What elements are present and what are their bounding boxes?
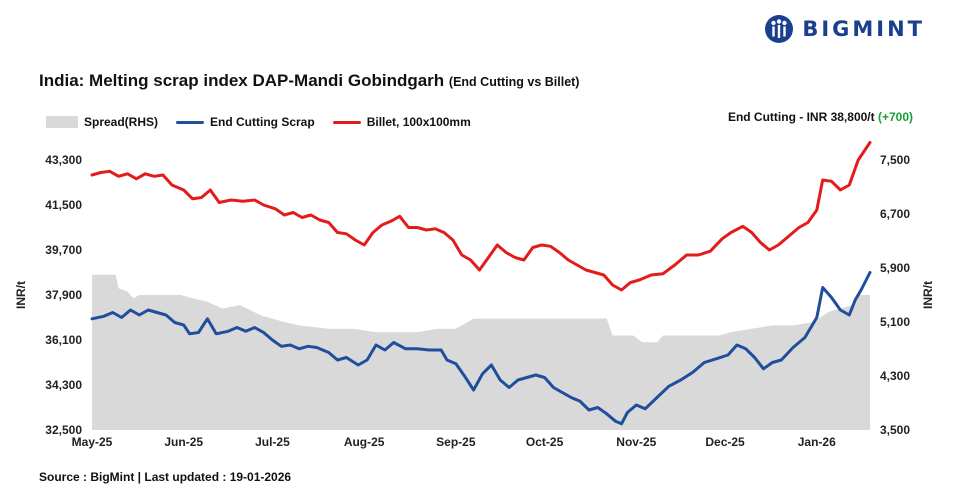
brand-logo: BIGMINT [764, 14, 925, 44]
spread-area-layer [92, 274, 870, 430]
source-note: Source : BigMint | Last updated : 19-01-… [39, 470, 292, 484]
latest-price-callout: End Cutting - INR 38,800/t (+700) [728, 110, 913, 124]
y-tick-label-right: 7,500 [880, 153, 910, 167]
legend-swatch-spread [46, 116, 78, 128]
series-end-cutting-line [90, 271, 872, 426]
legend-label-end-cutting: End Cutting Scrap [210, 115, 315, 129]
x-tick-label: Dec-25 [705, 435, 745, 449]
chart-title-main: India: Melting scrap index DAP-Mandi Gob… [39, 71, 445, 90]
legend-item-spread: Spread(RHS) [46, 115, 158, 129]
x-tick-label: Aug-25 [344, 435, 385, 449]
y-tick-label-left: 32,500 [45, 423, 82, 437]
legend-label-billet: Billet, 100x100mm [366, 115, 471, 129]
series-spread-area [92, 274, 870, 430]
y-tick-label-right: 6,700 [880, 207, 910, 221]
chart-title: India: Melting scrap index DAP-Mandi Gob… [39, 71, 579, 91]
chart-legend: Spread(RHS) End Cutting Scrap Billet, 10… [46, 115, 489, 129]
x-tick-label: Nov-25 [616, 435, 656, 449]
y-tick-label-left: 36,100 [45, 333, 82, 347]
y-tick-label-left: 34,300 [45, 378, 82, 392]
legend-swatch-billet [332, 120, 361, 124]
legend-item-end-cutting: End Cutting Scrap [176, 115, 315, 129]
y-tick-label-left: 41,500 [45, 198, 82, 212]
legend-swatch-end-cutting [176, 120, 205, 124]
legend-label-spread: Spread(RHS) [84, 115, 159, 129]
x-tick-label: May-25 [72, 435, 113, 449]
y-tick-label-left: 37,900 [45, 288, 82, 302]
y-axis-label-left: INR/t [14, 281, 28, 309]
series-lines-layer [90, 141, 872, 426]
bigmint-logo-icon [765, 15, 794, 43]
y-tick-label-left: 39,700 [45, 243, 82, 257]
x-tick-label: Jan-26 [798, 435, 836, 449]
latest-price-label: End Cutting - INR 38,800/t [727, 110, 875, 124]
y-tick-label-right: 5,900 [880, 261, 910, 275]
x-tick-label: Sep-25 [436, 435, 476, 449]
legend-item-billet: Billet, 100x100mm [332, 115, 471, 129]
axes-layer: 32,500 34,300 36,100 37,900 39,700 41,500 43,3… [14, 153, 935, 449]
y-tick-label-right: 5,100 [880, 315, 910, 329]
x-tick-label: Oct-25 [526, 435, 564, 449]
y-tick-label-left: 43,300 [45, 153, 82, 167]
x-tick-label: Jul-25 [255, 435, 290, 449]
brand-name: BIGMINT [802, 17, 925, 41]
y-tick-label-right: 3,500 [880, 423, 910, 437]
y-axis-label-right: INR/t [921, 281, 935, 309]
y-tick-label-right: 4,300 [880, 369, 910, 383]
series-billet-line [90, 141, 872, 292]
x-tick-label: Jun-25 [164, 435, 203, 449]
latest-price-change: (+700) [877, 110, 913, 124]
chart-subtitle: (End Cutting vs Billet) [448, 75, 580, 89]
